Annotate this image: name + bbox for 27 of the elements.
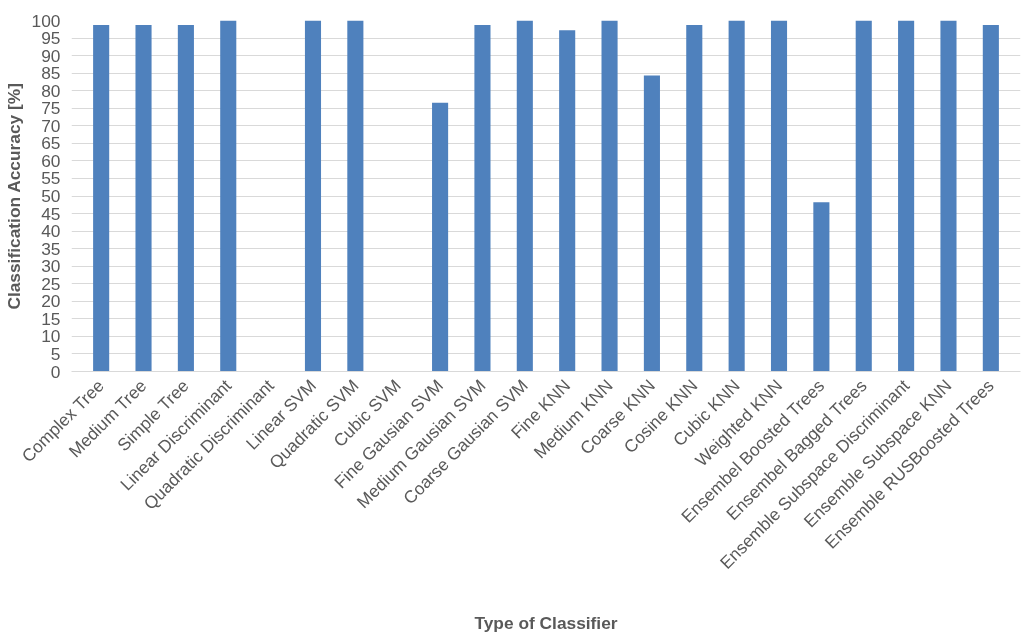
bar <box>304 20 322 372</box>
bar <box>474 25 491 372</box>
bar <box>643 75 660 372</box>
bar <box>135 25 152 372</box>
bar <box>93 25 110 372</box>
x-axis-title: Type of Classifier <box>474 612 618 633</box>
bar <box>516 20 533 372</box>
y-tick-label: 45 <box>41 203 61 224</box>
bar <box>982 25 999 372</box>
bar <box>347 20 364 372</box>
bar <box>220 20 237 372</box>
bar <box>177 25 194 372</box>
bar <box>855 20 872 372</box>
bar <box>686 25 703 372</box>
bar <box>940 20 957 372</box>
bar <box>813 202 830 372</box>
y-tick-label: 55 <box>41 168 61 189</box>
y-axis-title: Classification Accuracy [%] <box>3 82 24 310</box>
bar <box>559 30 576 372</box>
bar <box>770 20 788 372</box>
bar <box>601 20 618 372</box>
bar <box>898 20 915 372</box>
bar <box>728 20 745 372</box>
y-tick-label: 0 <box>50 361 61 382</box>
y-tick-label: 100 <box>31 10 61 31</box>
y-tick-label: 50 <box>41 186 61 206</box>
bar <box>432 102 449 372</box>
